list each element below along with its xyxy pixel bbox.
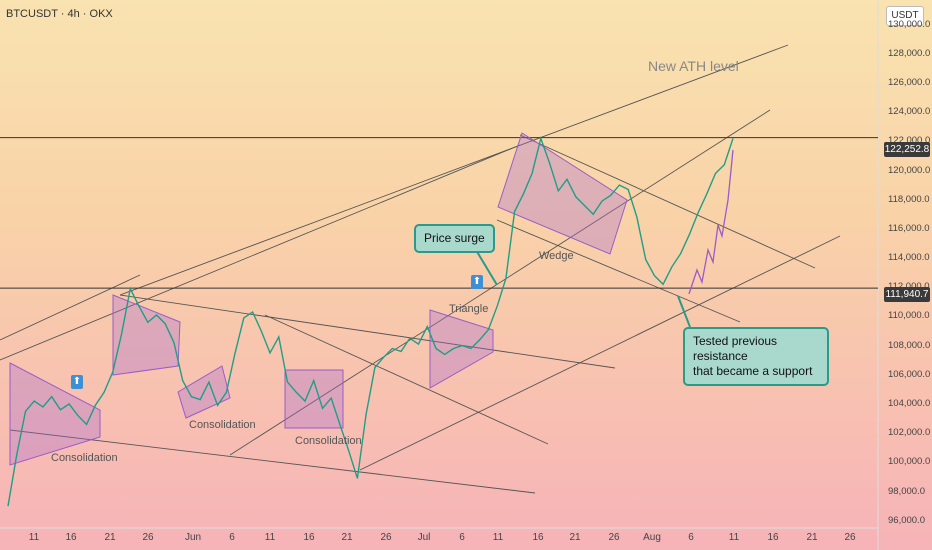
x-tick-label: Jul bbox=[417, 532, 431, 543]
x-tick-label: 21 bbox=[569, 532, 581, 543]
tested-line-1: Tested previous resistance bbox=[693, 334, 778, 363]
y-tick-label: 96,000.0 bbox=[888, 514, 925, 526]
y-tick-label: 104,000.0 bbox=[888, 397, 931, 409]
tested-line-2: that became a support bbox=[693, 364, 813, 378]
projection-path bbox=[688, 149, 734, 295]
x-tick-label: 21 bbox=[341, 532, 353, 543]
y-tick-label: 102,000.0 bbox=[888, 427, 931, 439]
y-tick-label: 100,000.0 bbox=[888, 456, 931, 468]
x-tick-label: 6 bbox=[459, 532, 465, 543]
trend-line bbox=[119, 294, 616, 369]
x-tick-label: 16 bbox=[303, 532, 315, 543]
trend-line bbox=[0, 144, 521, 361]
x-tick-label: 21 bbox=[806, 532, 818, 543]
x-tick-label: 16 bbox=[767, 532, 779, 543]
trend-line bbox=[264, 314, 549, 445]
price-tag-upper: 122,252.8 bbox=[884, 142, 930, 157]
trend-line bbox=[519, 134, 816, 269]
callout-pointer bbox=[475, 249, 498, 286]
x-tick-label: 21 bbox=[104, 532, 116, 543]
trend-line bbox=[229, 109, 771, 456]
y-tick-label: 112,000.0 bbox=[888, 281, 930, 292]
x-tick-label: Jun bbox=[184, 532, 202, 543]
y-tick-label: 128,000.0 bbox=[888, 47, 931, 59]
x-tick-label: 11 bbox=[264, 532, 276, 543]
trend-line bbox=[119, 44, 789, 296]
trend-line bbox=[0, 274, 141, 341]
x-tick-label: 16 bbox=[65, 532, 77, 543]
x-tick-label: 26 bbox=[844, 532, 856, 543]
y-tick-label: 124,000.0 bbox=[888, 106, 931, 118]
consolidation-box bbox=[112, 294, 181, 376]
x-tick-label: 26 bbox=[142, 532, 154, 543]
price-tag-lower: 111,940.7 bbox=[884, 287, 930, 302]
price-line bbox=[7, 135, 734, 507]
ticker-title: BTCUSDT · 4h · OKX bbox=[6, 8, 113, 20]
trend-line bbox=[496, 219, 741, 323]
consolidation-label-3: Consolidation bbox=[295, 435, 362, 447]
y-tick-label: 122,000.0 bbox=[888, 135, 931, 147]
y-tick-label: 114,000.0 bbox=[888, 252, 930, 264]
up-arrow-icon: ⬆ bbox=[471, 275, 483, 289]
price-surge-text: Price surge bbox=[424, 231, 485, 245]
y-tick-label: 116,000.0 bbox=[888, 222, 930, 234]
trend-line bbox=[359, 235, 841, 471]
y-tick-label: 106,000.0 bbox=[888, 368, 931, 380]
triangle-label: Triangle bbox=[449, 303, 489, 315]
tested-support-callout: Tested previous resistance that became a… bbox=[683, 327, 829, 386]
triangle-box bbox=[429, 309, 494, 389]
y-tick-label: 98,000.0 bbox=[888, 485, 925, 497]
x-tick-label: 6 bbox=[229, 532, 235, 543]
y-tick-label: 126,000.0 bbox=[888, 76, 931, 88]
x-tick-label: 6 bbox=[688, 532, 694, 543]
ath-level-label: New ATH level bbox=[648, 58, 739, 74]
wedge-box bbox=[497, 132, 628, 255]
x-tick-label: 11 bbox=[492, 532, 504, 543]
y-tick-label: 110,000.0 bbox=[888, 310, 930, 322]
y-tick-label: 118,000.0 bbox=[888, 193, 930, 205]
wedge-label: Wedge bbox=[539, 250, 574, 262]
consolidation-box bbox=[284, 369, 344, 429]
y-tick-label: 120,000.0 bbox=[888, 164, 931, 176]
callout-pointer bbox=[677, 295, 691, 328]
price-surge-callout: Price surge bbox=[414, 224, 495, 253]
trend-line bbox=[9, 429, 536, 494]
x-tick-label: 16 bbox=[532, 532, 544, 543]
x-tick-label: 26 bbox=[380, 532, 392, 543]
consolidation-label-1: Consolidation bbox=[51, 452, 118, 464]
up-arrow-icon: ⬆ bbox=[71, 375, 83, 389]
currency-unit-button[interactable]: USDT bbox=[886, 6, 924, 26]
consolidation-label-2: Consolidation bbox=[189, 419, 256, 431]
y-tick-label: 108,000.0 bbox=[888, 339, 931, 351]
y-tick-label: 130,000.0 bbox=[888, 18, 931, 30]
x-tick-label: 11 bbox=[728, 532, 740, 543]
x-tick-label: 26 bbox=[608, 532, 620, 543]
x-tick-label: 11 bbox=[28, 532, 40, 543]
consolidation-box bbox=[9, 362, 101, 466]
x-tick-label: Aug bbox=[643, 532, 661, 543]
